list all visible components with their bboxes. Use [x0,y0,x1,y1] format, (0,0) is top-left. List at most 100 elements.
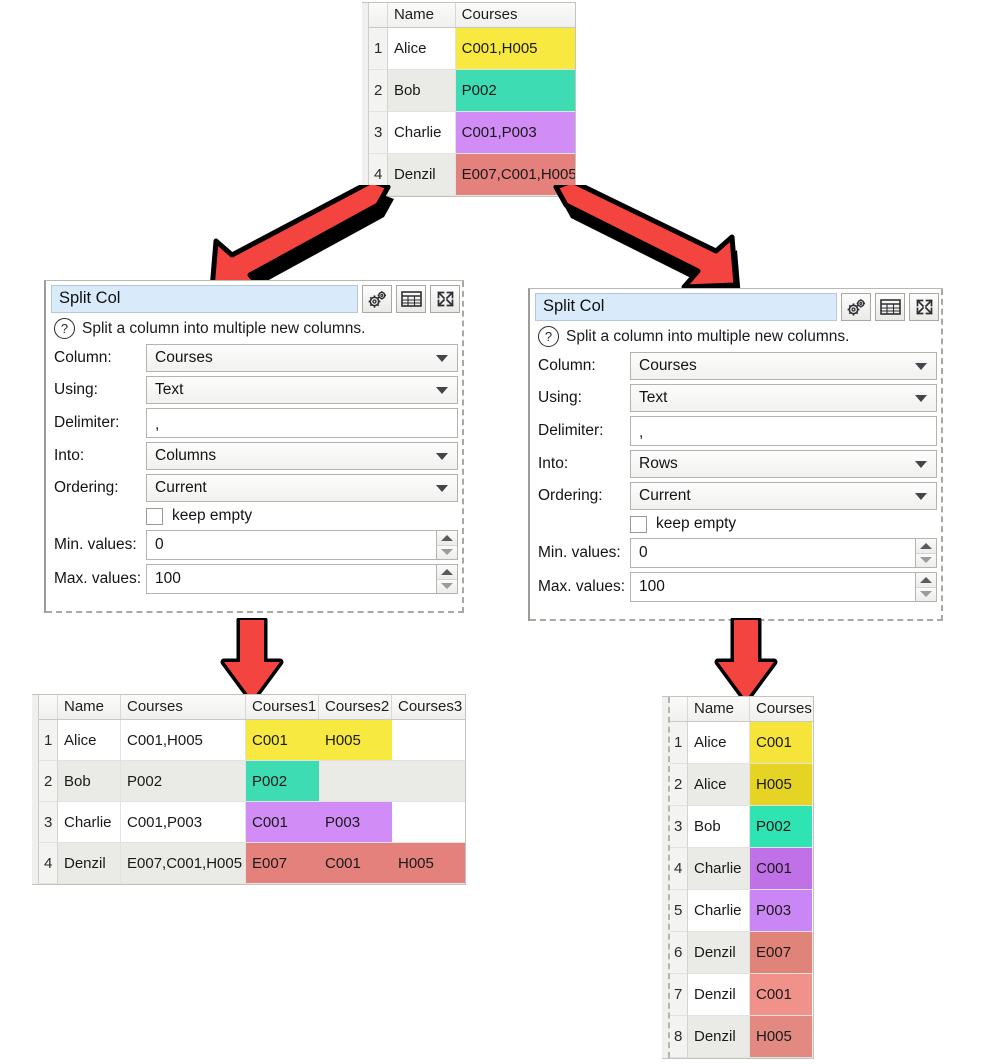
table-row[interactable]: 2 Alice H005 [668,764,813,806]
min-values-input[interactable]: 0 [630,538,915,568]
using-select[interactable]: Text [630,384,937,412]
result-header-courses1[interactable]: Courses1 [246,695,319,719]
into-select[interactable]: Columns [146,442,458,470]
table-row[interactable]: 1 Alice C001,H005 [368,28,575,70]
cell-name[interactable]: Bob [58,761,121,802]
table-row[interactable]: 2 Bob P002 P002 [38,761,465,802]
maximize-button[interactable] [909,293,939,321]
question-icon[interactable]: ? [538,326,559,347]
table-row[interactable]: 1 Alice C001 [668,722,813,764]
cell-courses[interactable]: P002 [750,806,812,848]
cell-courses[interactable]: C001,H005 [455,28,575,70]
stepper-up-button[interactable] [916,573,936,588]
cell-courses[interactable]: E007 [750,932,812,974]
dialog-title[interactable]: Split Col [51,285,358,313]
question-icon[interactable]: ? [54,318,75,339]
cell-courses[interactable]: P002 [455,70,575,112]
split-col-dialog-columns[interactable]: Split Col [44,280,464,613]
result-header-courses2[interactable]: Courses2 [319,695,392,719]
max-values-stepper[interactable] [436,564,458,594]
cell-courses[interactable]: H005 [750,764,812,806]
cell-courses1[interactable]: E007 [246,843,319,884]
dialog-title[interactable]: Split Col [535,293,837,321]
source-header-rownum[interactable] [368,3,388,27]
cell-name[interactable]: Charlie [58,802,121,843]
source-data-table[interactable]: Name Courses 1 Alice C001,H005 2 Bob P00… [362,2,576,197]
cell-courses[interactable]: C001 [750,974,812,1016]
stepper-up-button[interactable] [437,531,457,546]
cell-name[interactable]: Alice [58,720,121,761]
table-view-button[interactable] [875,293,905,321]
rows-header-name[interactable]: Name [688,697,750,721]
split-col-dialog-rows[interactable]: Split Col [528,288,943,621]
cell-name[interactable]: Alice [387,28,456,70]
cell-courses[interactable]: P002 [121,761,246,802]
cell-courses[interactable]: C001,P003 [455,112,575,154]
result-header-courses[interactable]: Courses [121,695,246,719]
cell-courses[interactable]: E007,C001,H005 [121,843,246,884]
stepper-down-button[interactable] [916,587,936,601]
cell-courses2[interactable] [319,761,392,802]
cell-courses1[interactable]: P002 [246,761,319,802]
cell-name[interactable]: Alice [688,764,750,806]
min-values-stepper[interactable] [915,538,937,568]
cell-courses3[interactable] [392,802,465,843]
source-header-name[interactable]: Name [387,3,456,27]
max-values-input[interactable]: 100 [146,564,436,594]
cell-courses[interactable]: H005 [750,1016,812,1058]
cell-courses[interactable]: C001,H005 [121,720,246,761]
cell-name[interactable]: Denzil [387,154,456,196]
delimiter-input[interactable]: , [630,416,937,446]
cell-courses2[interactable]: P003 [319,802,392,843]
keep-empty-checkbox[interactable] [630,515,647,533]
column-select[interactable]: Courses [146,344,458,372]
cell-name[interactable]: Denzil [58,843,121,884]
cell-name[interactable]: Charlie [387,112,456,154]
result-header-rownum[interactable] [38,695,58,719]
max-values-stepper[interactable] [915,572,937,602]
table-row[interactable]: 3 Charlie C001,P003 [368,112,575,154]
rows-header-rownum[interactable] [668,697,688,721]
cell-courses2[interactable]: H005 [319,720,392,761]
cell-name[interactable]: Charlie [688,890,750,932]
table-row[interactable]: 4 Charlie C001 [668,848,813,890]
max-values-input[interactable]: 100 [630,572,915,602]
result-header-name[interactable]: Name [58,695,121,719]
options-button[interactable] [362,285,392,313]
cell-name[interactable]: Alice [688,722,750,764]
cell-name[interactable]: Denzil [688,1016,750,1058]
stepper-up-button[interactable] [916,539,936,554]
source-header-courses[interactable]: Courses [455,3,575,27]
cell-name[interactable]: Bob [387,70,456,112]
table-row[interactable]: 5 Charlie P003 [668,890,813,932]
table-row[interactable]: 6 Denzil E007 [668,932,813,974]
stepper-down-button[interactable] [437,545,457,559]
cell-name[interactable]: Denzil [688,974,750,1016]
ordering-select[interactable]: Current [146,474,458,502]
column-select[interactable]: Courses [630,352,937,380]
cell-courses3[interactable] [392,761,465,802]
cell-courses[interactable]: C001 [750,848,812,890]
cell-courses3[interactable] [392,720,465,761]
min-values-stepper[interactable] [436,530,458,560]
cell-courses2[interactable]: C001 [319,843,392,884]
result-split-into-rows[interactable]: Name Courses 1 Alice C001 2 Alice H005 3… [662,696,814,1059]
rows-header-courses[interactable]: Courses [750,697,812,721]
cell-courses[interactable]: C001,P003 [121,802,246,843]
into-select[interactable]: Rows [630,450,937,478]
stepper-up-button[interactable] [437,565,457,580]
cell-courses1[interactable]: C001 [246,802,319,843]
table-row[interactable]: 8 Denzil H005 [668,1016,813,1058]
maximize-button[interactable] [430,285,460,313]
table-row[interactable]: 4 Denzil E007,C001,H005 [368,154,575,196]
cell-name[interactable]: Denzil [688,932,750,974]
options-button[interactable] [841,293,871,321]
cell-courses3[interactable]: H005 [392,843,465,884]
keep-empty-checkbox[interactable] [146,507,163,525]
table-view-button[interactable] [396,285,426,313]
cell-courses[interactable]: C001 [750,722,812,764]
cell-courses[interactable]: P003 [750,890,812,932]
cell-name[interactable]: Charlie [688,848,750,890]
stepper-down-button[interactable] [437,579,457,593]
delimiter-input[interactable]: , [146,408,458,438]
